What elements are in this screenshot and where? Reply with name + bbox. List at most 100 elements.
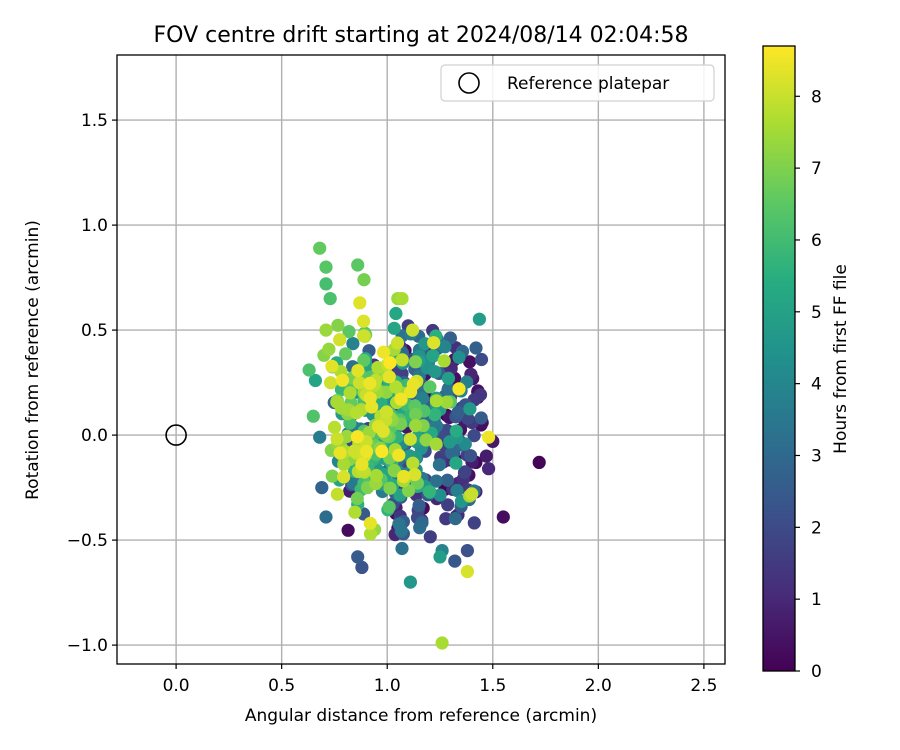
scatter-point (441, 383, 455, 397)
x-tick-label: 0.0 (163, 676, 190, 696)
scatter-point (469, 341, 483, 355)
x-tick-label: 1.0 (374, 676, 401, 696)
y-tick-label: −1.0 (67, 636, 108, 656)
scatter-point (351, 364, 365, 378)
scatter-point (429, 394, 443, 408)
scatter-point (339, 347, 353, 361)
scatter-point (450, 483, 464, 498)
colorbar-tick-label: 2 (811, 518, 822, 538)
scatter-point (429, 437, 443, 451)
y-tick-label: 1.0 (81, 216, 108, 236)
scatter-point (355, 457, 369, 471)
scatter-point (445, 446, 459, 460)
scatter-point (451, 405, 465, 419)
scatter-point (440, 395, 454, 409)
scatter-point (363, 391, 377, 405)
scatter-point (432, 458, 446, 472)
scatter-point (532, 455, 546, 469)
scatter-point (433, 550, 447, 564)
scatter-point (387, 463, 401, 478)
scatter-point (347, 444, 361, 458)
colorbar-tick-label: 4 (811, 375, 822, 395)
scatter-point (331, 318, 345, 332)
scatter-point (423, 380, 437, 394)
scatter-point (335, 373, 350, 387)
scatter-point (357, 353, 371, 367)
scatter-point (319, 260, 333, 274)
scatter-point (467, 429, 481, 443)
colorbar-tick-label: 6 (811, 231, 822, 251)
x-tick-label: 2.0 (585, 676, 612, 696)
scatter-point (449, 424, 463, 438)
y-tick-label: −0.5 (67, 531, 108, 551)
scatter-point (406, 456, 420, 470)
scatter-point (351, 258, 365, 272)
scatter-point (428, 365, 442, 379)
scatter-point (333, 446, 347, 460)
scatter-point (375, 444, 389, 458)
scatter-point (342, 325, 356, 339)
scatter-point (395, 292, 409, 306)
colorbar-tick-label: 3 (811, 446, 822, 466)
scatter-point (350, 430, 364, 444)
colorbar-tick-label: 1 (811, 590, 822, 610)
scatter-point (383, 356, 397, 370)
scatter-point (467, 516, 481, 530)
scatter-point (426, 349, 440, 363)
scatter-point (327, 420, 342, 434)
scatter-point (429, 474, 443, 488)
scatter-point (406, 323, 420, 337)
plot-area: 0.0 0.5 1.0 1.5 2.0 2.5 −1.0 −0.5 0.0 0.5 1.0 1.5 Re… (67, 54, 726, 696)
legend: Reference platepar (440, 64, 715, 102)
scatter-point (353, 296, 367, 310)
scatter-point (409, 419, 423, 433)
scatter-point (474, 352, 489, 367)
scatter-point (452, 382, 466, 396)
colorbar-tick-label: 0 (811, 662, 822, 682)
scatter-point (313, 430, 327, 444)
scatter-point (357, 329, 371, 343)
scatter-point (376, 424, 390, 438)
scatter-point (395, 541, 409, 556)
colorbar-gradient (762, 45, 796, 672)
y-tick-label: 0.0 (81, 426, 108, 446)
scatter-point (357, 314, 371, 328)
scatter-point (363, 527, 378, 541)
x-axis-label: Angular distance from reference (arcmin) (245, 706, 597, 726)
y-tick-label: 0.5 (81, 321, 108, 341)
reference-platepar-marker (165, 424, 187, 446)
x-tick-label: 0.5 (268, 676, 295, 696)
scatter-point (472, 312, 486, 326)
scatter-point (458, 465, 472, 479)
scatter-point (330, 395, 344, 409)
scatter-point (319, 277, 333, 291)
scatter-point (392, 448, 406, 462)
scatter-point (406, 377, 420, 392)
scatter-point (427, 336, 441, 350)
scatter-point (357, 273, 371, 287)
scatter-point (441, 498, 455, 512)
scatter-point (408, 467, 422, 482)
scatter-point (460, 544, 474, 558)
scatter-point (382, 500, 396, 514)
scatter-point (363, 376, 377, 390)
scatter-point (413, 521, 427, 535)
scatter-point (395, 353, 409, 367)
scatter-point (408, 355, 423, 369)
scatter-point (324, 376, 338, 390)
x-tick-label: 1.5 (479, 676, 506, 696)
scatter-point (315, 481, 329, 495)
scatter-point (423, 530, 437, 544)
scatter-point (369, 468, 383, 483)
scatter-point (392, 517, 406, 531)
scatter-point (343, 386, 357, 400)
scatter-point (402, 484, 416, 498)
scatter-point (463, 355, 477, 369)
scatter-point (412, 498, 426, 512)
scatter-point (377, 345, 391, 359)
colorbar-tick-label: 5 (811, 303, 822, 323)
scatter-point (363, 516, 377, 530)
scatter-point (308, 373, 322, 388)
scatter-point (346, 337, 360, 351)
